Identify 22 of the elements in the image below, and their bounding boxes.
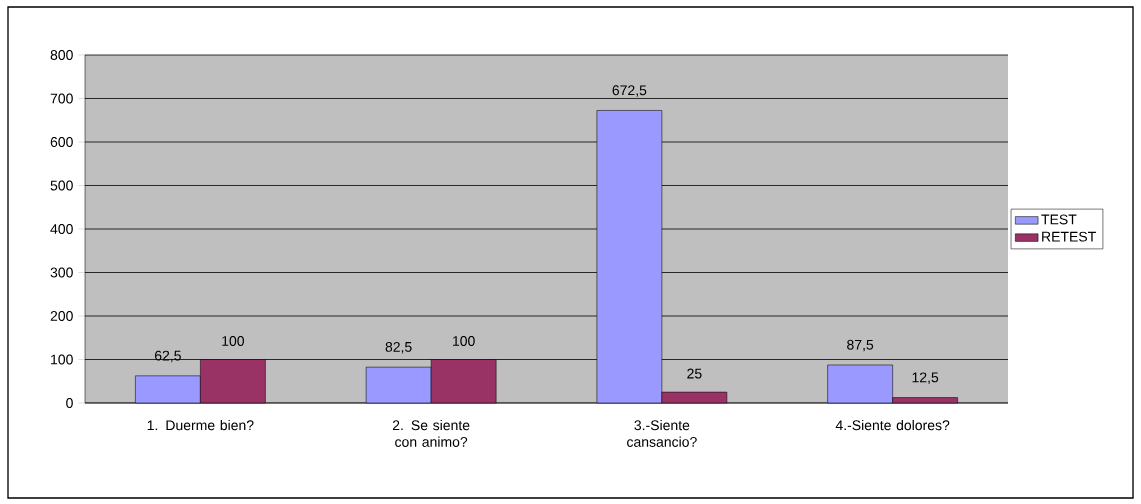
data-label: 100 (453, 336, 475, 346)
y-tick-label: 100 (51, 354, 73, 365)
y-tick-label: 600 (50, 137, 73, 147)
data-label: 672,5 (612, 85, 647, 97)
y-tick-label: 200 (50, 311, 73, 321)
y-tick-label: 300 (50, 267, 73, 278)
legend-label: TEST (1041, 214, 1077, 225)
y-tick-label: 800 (50, 50, 73, 60)
data-label: 100 (222, 336, 245, 346)
x-tick-label: 2. Se siente con animo? (392, 419, 470, 447)
y-tick-label: 400 (50, 224, 73, 234)
data-label: 12,5 (912, 372, 939, 384)
legend-label: RETEST (1042, 231, 1096, 242)
y-tick-label: 0 (66, 398, 73, 408)
data-label: 25 (687, 368, 702, 379)
y-tick-label: 700 (50, 93, 73, 104)
x-tick-label: 3.-Siente cansancio? (627, 419, 697, 447)
data-label: 82,5 (385, 341, 412, 354)
data-label: 87,5 (847, 339, 874, 352)
x-tick-label: 4.-Siente dolores? (835, 419, 950, 431)
y-tick-label: 500 (50, 180, 73, 191)
x-tick-label: 1. Duerme bien? (147, 419, 254, 431)
